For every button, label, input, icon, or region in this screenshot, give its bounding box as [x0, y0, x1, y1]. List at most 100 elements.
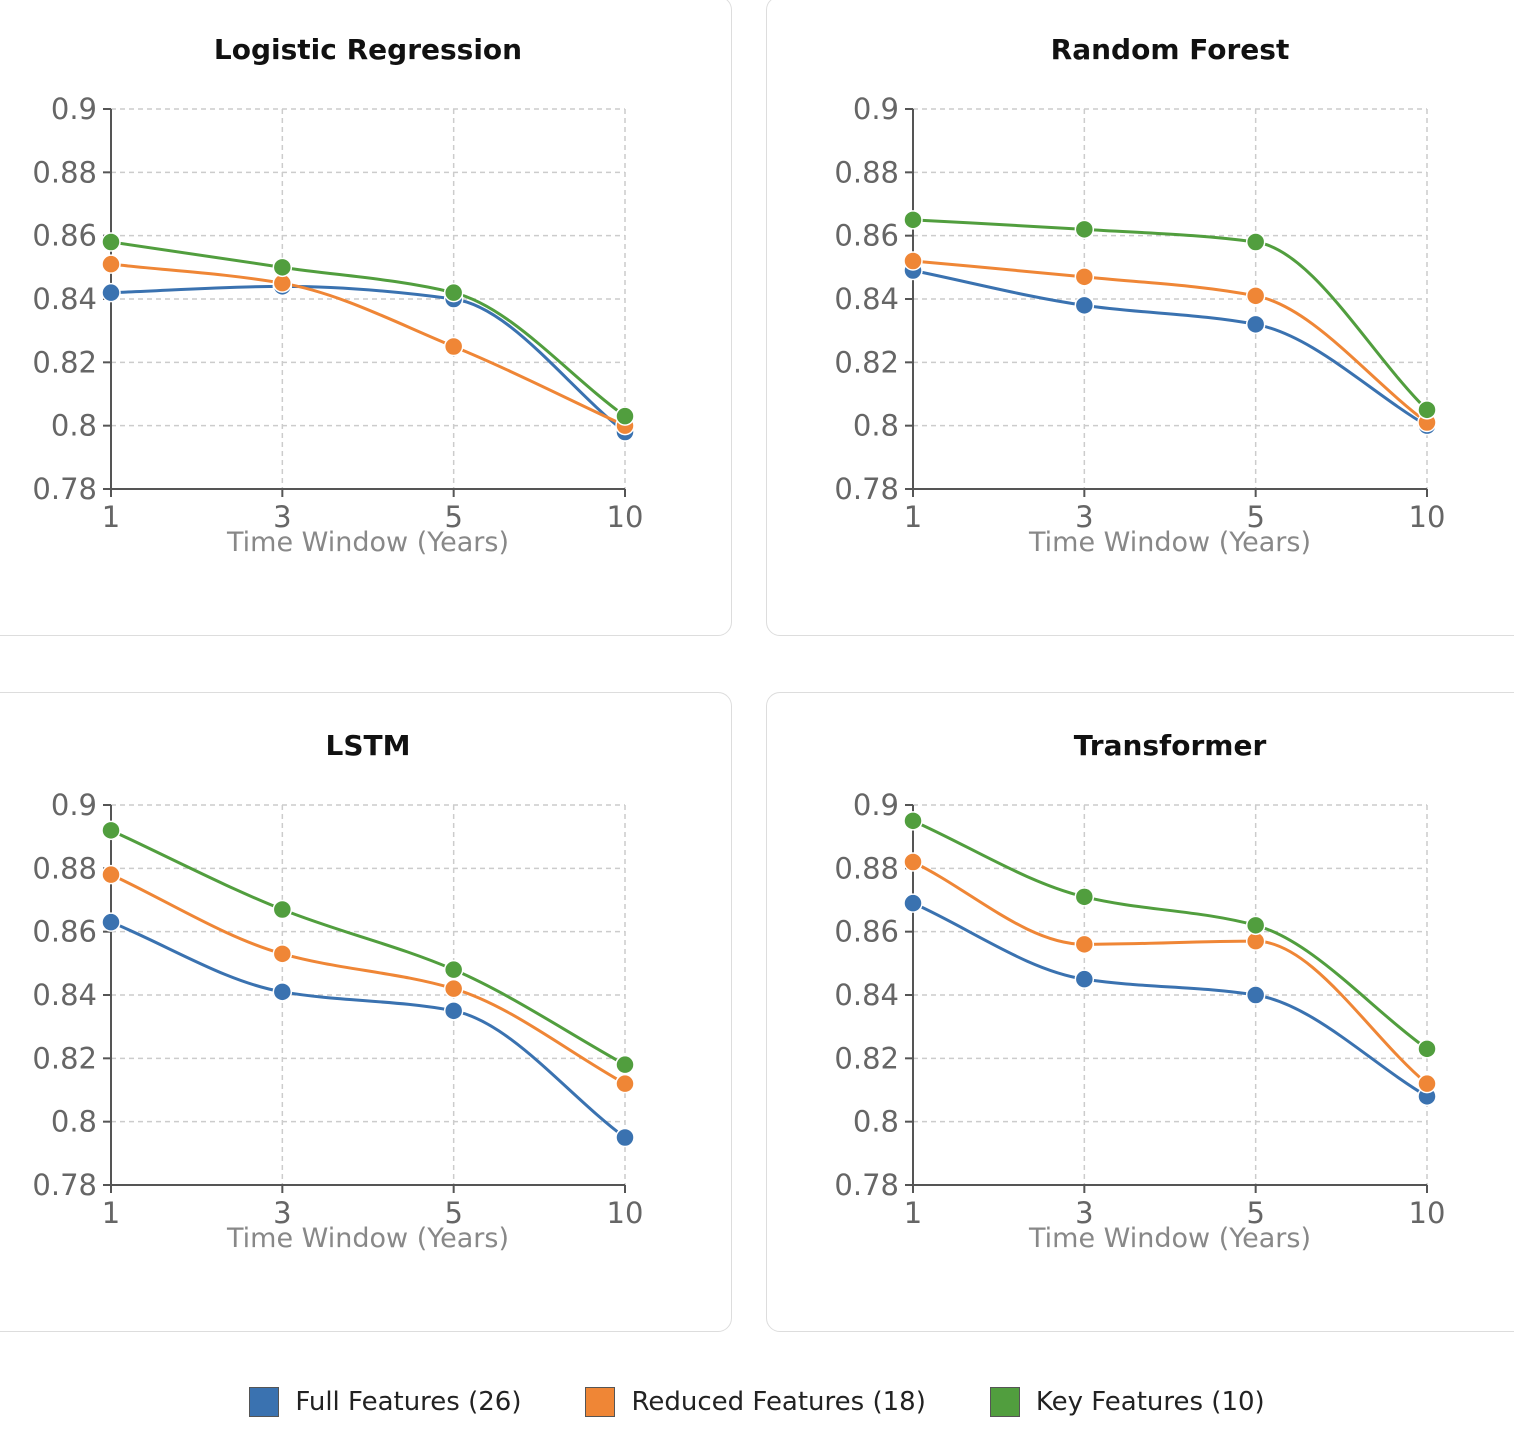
- data-point-key-features-10[interactable]: [1245, 915, 1266, 936]
- data-point-key-features-10[interactable]: [1417, 1039, 1437, 1059]
- series-line-full-features-26: [110, 920, 626, 1139]
- x-tick-label: 10: [607, 500, 644, 534]
- data-point-key-features-10[interactable]: [1074, 219, 1095, 240]
- y-tick-label: 0.8: [51, 1105, 97, 1139]
- data-point-key-features-10[interactable]: [615, 1054, 635, 1075]
- y-tick-label: 0.78: [32, 472, 97, 506]
- series-line-reduced-features-18: [912, 259, 1428, 424]
- legend-item-full-features[interactable]: Full Features (26): [249, 1387, 521, 1417]
- y-tick-label: 0.86: [32, 219, 97, 253]
- data-point-full-features-26[interactable]: [101, 912, 121, 932]
- series-line-key-features-10: [110, 828, 626, 1066]
- data-point-reduced-features-18[interactable]: [272, 944, 293, 964]
- y-tick-label: 0.9: [853, 788, 899, 822]
- data-point-key-features-10[interactable]: [272, 899, 293, 920]
- y-tick-label: 0.88: [32, 851, 97, 885]
- data-point-key-features-10[interactable]: [615, 406, 635, 426]
- data-point-reduced-features-18[interactable]: [903, 251, 923, 271]
- data-point-full-features-26[interactable]: [443, 1001, 464, 1021]
- y-tick-label: 0.9: [51, 788, 97, 822]
- x-tick-label: 3: [1075, 1196, 1093, 1230]
- legend-swatch: [585, 1387, 616, 1417]
- y-tick-label: 0.82: [834, 345, 899, 379]
- legend-label: Full Features (26): [295, 1387, 522, 1417]
- x-tick-label: 3: [1075, 500, 1093, 534]
- data-point-key-features-10[interactable]: [101, 232, 121, 252]
- x-tick-label: 5: [1246, 1196, 1264, 1230]
- data-point-key-features-10[interactable]: [443, 959, 464, 980]
- data-point-key-features-10[interactable]: [1245, 232, 1266, 252]
- legend-label: Key Features (10): [1035, 1387, 1265, 1417]
- y-tick-label: 0.88: [32, 155, 97, 189]
- plot-logistic-regression: Logistic Regression 0.78 0.8 0.82 0.84 0.86 0.…: [32, 33, 644, 558]
- data-point-full-features-26[interactable]: [101, 282, 121, 303]
- data-point-full-features-26[interactable]: [615, 1127, 635, 1148]
- y-tick-label: 0.84: [32, 282, 97, 316]
- y-tick-label: 0.82: [834, 1041, 899, 1075]
- data-point-full-features-26[interactable]: [1074, 969, 1095, 989]
- data-point-full-features-26[interactable]: [903, 893, 923, 913]
- chart-title: Random Forest: [1051, 33, 1290, 66]
- y-tick-label: 0.78: [834, 1168, 899, 1202]
- data-point-reduced-features-18[interactable]: [903, 852, 923, 872]
- y-tick-label: 0.88: [834, 851, 899, 885]
- data-point-reduced-features-18[interactable]: [101, 864, 121, 885]
- data-point-reduced-features-18[interactable]: [101, 254, 121, 274]
- x-tick-label: 10: [1409, 500, 1446, 534]
- y-tick-label: 0.78: [834, 472, 899, 506]
- y-tick-label: 0.9: [853, 92, 899, 126]
- x-axis-title: Time Window (Years): [1028, 1223, 1311, 1254]
- data-point-reduced-features-18[interactable]: [443, 336, 464, 357]
- y-tick-label: 0.84: [834, 978, 899, 1012]
- data-point-key-features-10[interactable]: [1417, 400, 1437, 420]
- y-tick-label: 0.82: [32, 1041, 97, 1075]
- chart-panel-logistic-regression: Logistic Regression 0.78 0.8 0.82 0.84 0.86 0.…: [0, 0, 732, 636]
- data-point-key-features-10[interactable]: [903, 210, 923, 230]
- x-tick-label: 10: [607, 1196, 644, 1230]
- series-line-reduced-features-18: [110, 873, 626, 1085]
- data-point-key-features-10[interactable]: [101, 820, 121, 841]
- y-tick-label: 0.84: [32, 978, 97, 1012]
- series-line-full-features-26: [110, 284, 626, 434]
- y-tick-label: 0.82: [32, 345, 97, 379]
- data-point-key-features-10[interactable]: [903, 811, 923, 831]
- x-axis-title: Time Window (Years): [226, 1223, 509, 1254]
- y-tick-label: 0.8: [853, 1105, 899, 1139]
- legend-label: Reduced Features (18): [631, 1387, 926, 1417]
- legend-item-reduced-features[interactable]: Reduced Features (18): [585, 1387, 926, 1417]
- data-point-reduced-features-18[interactable]: [1074, 934, 1095, 955]
- x-tick-label: 1: [904, 500, 922, 534]
- y-tick-label: 0.86: [32, 915, 97, 949]
- data-point-reduced-features-18[interactable]: [1417, 1073, 1437, 1094]
- data-point-reduced-features-18[interactable]: [1074, 267, 1095, 287]
- y-tick-label: 0.8: [853, 409, 899, 443]
- series-line-key-features-10: [912, 218, 1429, 411]
- chart-title: Logistic Regression: [214, 33, 522, 66]
- legend-swatch: [989, 1387, 1020, 1417]
- series-line-full-features-26: [912, 901, 1428, 1098]
- plot-transformer: Transformer 0.78 0.8 0.82 0.84 0.86 0.88 0.9 1 3 5…: [834, 729, 1445, 1254]
- legend-item-key-features[interactable]: Key Features (10): [989, 1387, 1265, 1417]
- data-point-key-features-10[interactable]: [1074, 887, 1095, 907]
- data-point-reduced-features-18[interactable]: [1245, 286, 1266, 306]
- series-line-reduced-features-18: [912, 860, 1428, 1085]
- y-tick-label: 0.86: [834, 219, 899, 253]
- y-tick-label: 0.88: [834, 155, 899, 189]
- x-tick-label: 5: [444, 500, 462, 534]
- data-point-full-features-26[interactable]: [1245, 985, 1266, 1005]
- x-tick-label: 3: [273, 1196, 291, 1230]
- chart-title: LSTM: [326, 729, 411, 762]
- data-point-reduced-features-18[interactable]: [443, 978, 464, 999]
- data-point-reduced-features-18[interactable]: [615, 1073, 635, 1094]
- y-tick-label: 0.78: [32, 1168, 97, 1202]
- data-point-full-features-26[interactable]: [272, 982, 293, 1002]
- x-tick-label: 1: [904, 1196, 922, 1230]
- y-tick-label: 0.86: [834, 915, 899, 949]
- data-point-key-features-10[interactable]: [443, 282, 464, 303]
- series-line-key-features-10: [912, 819, 1428, 1051]
- data-point-key-features-10[interactable]: [272, 257, 293, 278]
- data-point-full-features-26[interactable]: [1245, 314, 1266, 335]
- data-point-full-features-26[interactable]: [1074, 295, 1095, 316]
- x-axis-title: Time Window (Years): [226, 527, 509, 558]
